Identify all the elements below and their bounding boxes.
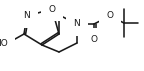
Text: O: O (90, 36, 97, 45)
Text: O: O (49, 4, 55, 13)
Text: N: N (74, 20, 80, 28)
Text: O: O (107, 12, 113, 21)
Text: HO: HO (0, 38, 8, 47)
Text: N: N (24, 12, 30, 21)
